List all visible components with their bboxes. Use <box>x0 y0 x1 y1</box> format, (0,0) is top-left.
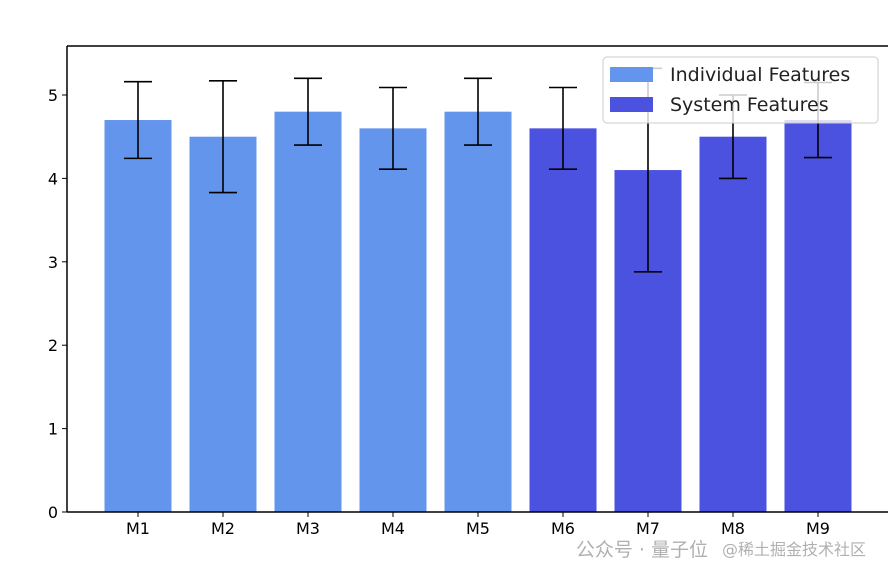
bar-m8 <box>699 136 767 512</box>
bar-m3 <box>274 111 342 513</box>
x-tick-label-m3: M3 <box>296 519 320 538</box>
x-tick-label-m9: M9 <box>806 519 830 538</box>
legend-swatch-0 <box>610 67 653 82</box>
y-tick-label: 4 <box>48 169 58 188</box>
legend-swatch-1 <box>610 97 653 112</box>
x-tick-label-m6: M6 <box>551 519 575 538</box>
x-tick-label-m8: M8 <box>721 519 745 538</box>
bar-m9 <box>784 120 852 513</box>
bar-m4 <box>359 128 427 513</box>
legend <box>602 56 879 124</box>
x-tick-label-m5: M5 <box>466 519 490 538</box>
legend-label-0: Individual Features <box>670 64 850 86</box>
y-tick-label: 5 <box>48 86 58 105</box>
watermark-line2: @稀土掘金技术社区 <box>722 540 867 559</box>
x-tick-label-m4: M4 <box>381 519 405 538</box>
legend-label-1: System Features <box>670 94 829 116</box>
watermark-line1: 公众号 · 量子位 <box>575 539 708 561</box>
bar-m2 <box>189 136 257 512</box>
bar-m5 <box>444 111 512 513</box>
y-tick-label: 3 <box>48 253 58 272</box>
x-tick-label-m2: M2 <box>211 519 235 538</box>
y-tick-label: 0 <box>48 503 58 522</box>
x-tick-label-m7: M7 <box>636 519 660 538</box>
bar-m1 <box>104 120 172 513</box>
x-tick-label-m1: M1 <box>126 519 150 538</box>
y-tick-label: 2 <box>48 336 58 355</box>
y-tick-label: 1 <box>48 420 58 439</box>
bar-m6 <box>529 128 597 513</box>
